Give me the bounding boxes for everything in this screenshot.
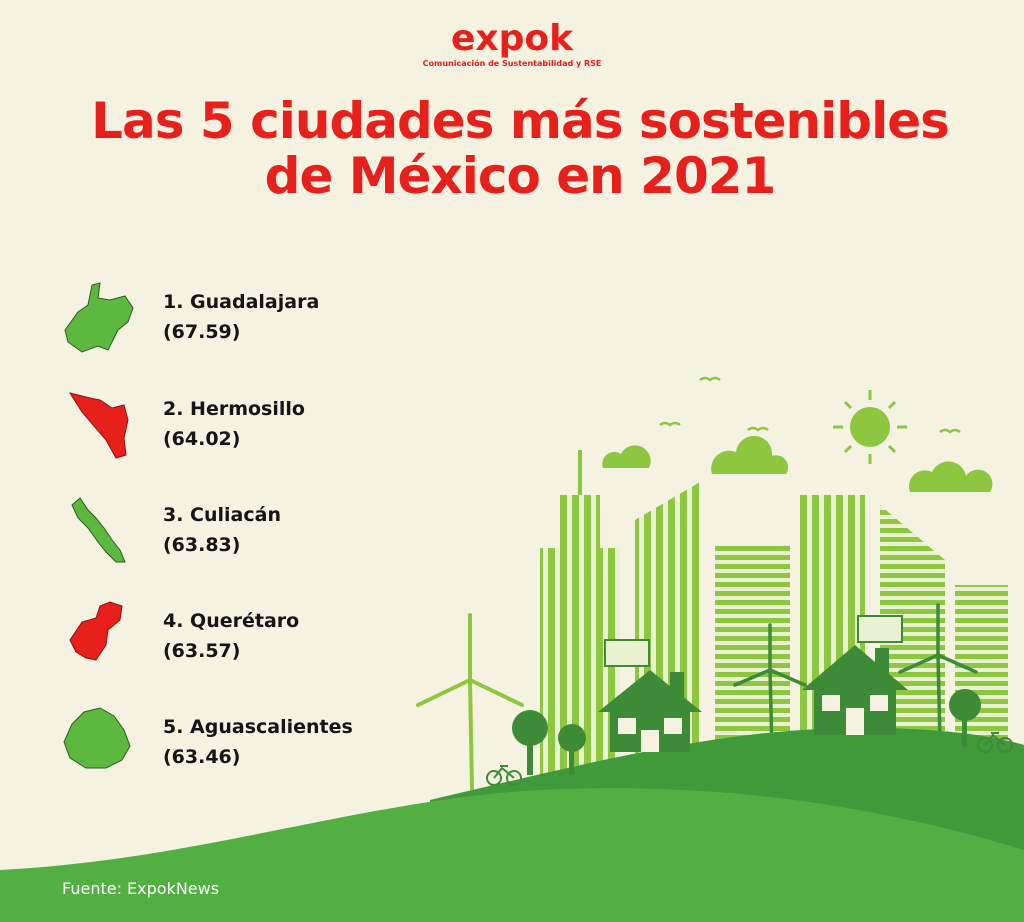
title-line: de México en 2021	[265, 147, 776, 205]
item-name: 2. Hermosillo	[163, 398, 305, 420]
item-score: (63.83)	[163, 534, 240, 556]
title-line: Las 5 ciudades más sostenibles	[91, 92, 949, 150]
item-score: (67.59)	[163, 321, 240, 343]
item-name: 3. Culiacán	[163, 504, 281, 526]
item-name: 1. Guadalajara	[163, 291, 319, 313]
map-aguascalientes	[63, 707, 131, 769]
source: Fuente: ExpokNews	[62, 879, 219, 898]
item-score: (64.02)	[163, 428, 240, 450]
map-jalisco	[64, 282, 134, 353]
map-queretaro	[69, 601, 123, 661]
ranking-list: 1. Guadalajara (67.59) 2. Hermosillo (64…	[163, 291, 353, 768]
illustration	[0, 376, 1024, 922]
map-sinaloa	[71, 497, 126, 563]
item-name: 4. Querétaro	[163, 610, 299, 632]
state-icons	[63, 282, 134, 769]
logo: expok	[451, 18, 574, 59]
item-name: 5. Aguascalientes	[163, 716, 353, 738]
map-sonora	[68, 392, 129, 459]
item-score: (63.46)	[163, 746, 240, 768]
tagline: Comunicación de Sustentabilidad y RSE	[423, 58, 602, 68]
item-score: (63.57)	[163, 640, 240, 662]
